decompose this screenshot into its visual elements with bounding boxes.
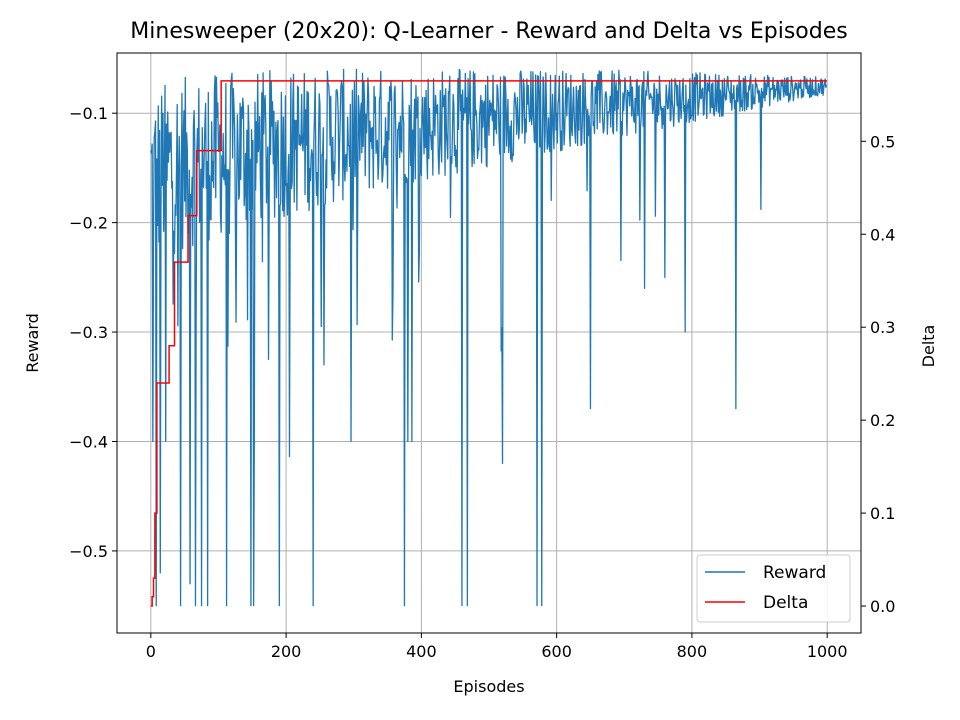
x-axis: 0 200 400 600 800 1000	[146, 633, 848, 661]
delta-line	[150, 80, 828, 607]
x-tick-label: 200	[271, 642, 302, 661]
y-axis-left: −0.1 −0.2 −0.3 −0.4 −0.5	[69, 104, 117, 561]
y2-tick-label: 0.3	[870, 318, 895, 337]
chart-title: Minesweeper (20x20): Q-Learner - Reward …	[130, 19, 847, 44]
y-tick-label: −0.3	[69, 323, 108, 342]
y2-axis-label: Delta	[919, 325, 938, 368]
legend-label-delta: Delta	[763, 593, 808, 613]
reward-series	[150, 68, 828, 607]
y2-tick-label: 0.0	[870, 597, 895, 616]
legend: Reward Delta	[696, 554, 851, 623]
y2-tick-label: 0.1	[870, 504, 895, 523]
y-axis-label: Reward	[23, 313, 42, 373]
y-tick-label: −0.5	[69, 542, 108, 561]
x-tick-label: 1000	[807, 642, 848, 661]
y-tick-label: −0.1	[69, 104, 108, 123]
x-tick-label: 0	[146, 642, 156, 661]
x-tick-label: 800	[677, 642, 708, 661]
x-axis-label: Episodes	[453, 677, 524, 696]
y-axis-right: 0.0 0.1 0.2 0.3 0.4 0.5	[861, 132, 895, 616]
x-tick-label: 600	[541, 642, 572, 661]
y-tick-label: −0.4	[69, 432, 108, 451]
y2-tick-label: 0.5	[870, 132, 895, 151]
x-tick-label: 400	[406, 642, 437, 661]
legend-label-reward: Reward	[763, 563, 826, 583]
y2-tick-label: 0.2	[870, 411, 895, 430]
plot-frame	[116, 52, 862, 634]
y2-tick-label: 0.4	[870, 225, 895, 244]
reward-line	[150, 68, 828, 607]
delta-series	[150, 80, 828, 607]
y-tick-label: −0.2	[69, 214, 108, 233]
